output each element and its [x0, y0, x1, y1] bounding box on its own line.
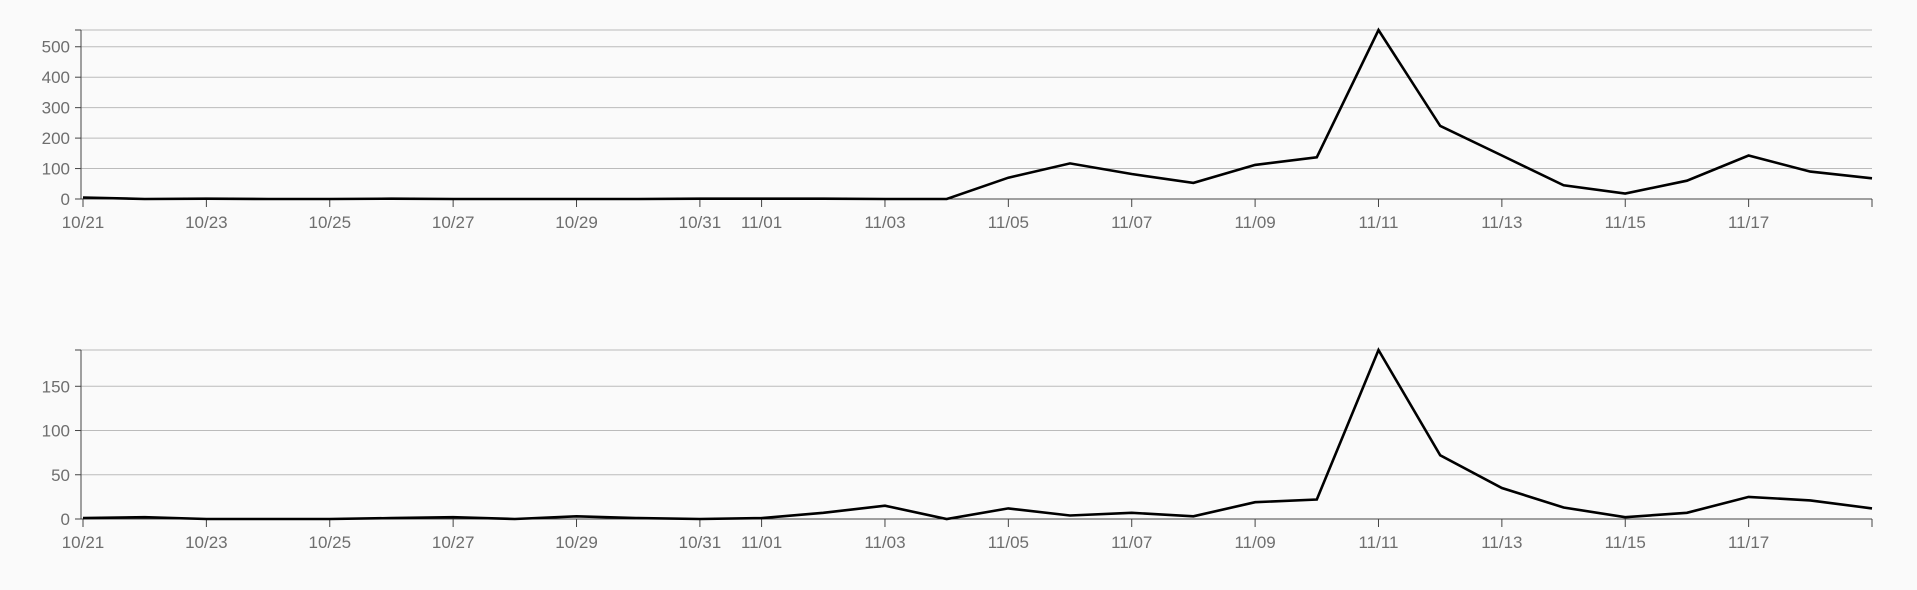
chart-2: 0 50 100 150 10/21 10/23 10/25 10/27 10/29 10/31 1…	[42, 347, 1873, 552]
x-tick-label: 10/27	[432, 533, 475, 552]
series-line	[82, 27, 1873, 201]
chart-1: 0 100 200 300 400 500 10/21 10/23 10/25 10/27 10/2…	[42, 27, 1873, 232]
x-tick-label: 11/09	[1234, 213, 1275, 232]
x-tick-label: 10/25	[308, 213, 351, 232]
y-tick-label: 200	[42, 129, 70, 148]
x-tick-label: 11/05	[988, 213, 1029, 232]
x-tick-label: 11/15	[1605, 213, 1646, 232]
series-line	[82, 347, 1873, 521]
x-tick-label: 11/17	[1728, 213, 1769, 232]
x-tick-label: 11/09	[1234, 533, 1275, 552]
y-tick-label: 0	[61, 510, 70, 529]
x-tick-label: 10/27	[432, 213, 475, 232]
y-tick-label: 500	[42, 38, 70, 57]
x-tick-label: 10/23	[185, 533, 228, 552]
x-tick-label: 10/29	[555, 533, 598, 552]
x-tick-label: 11/15	[1605, 533, 1646, 552]
y-tick-label: 400	[42, 68, 70, 87]
x-tick-label: 11/01	[741, 533, 782, 552]
x-tick-label: 10/21	[62, 533, 105, 552]
x-tick-label: 11/13	[1481, 213, 1522, 232]
y-tick-label: 150	[42, 377, 70, 396]
x-tick-label: 11/07	[1111, 533, 1152, 552]
x-tick-label: 10/25	[308, 533, 351, 552]
x-tick-label: 10/31	[679, 533, 722, 552]
x-tick-label: 11/03	[864, 213, 905, 232]
x-tick-label: 10/23	[185, 213, 228, 232]
x-tick-label: 11/11	[1358, 533, 1398, 552]
y-tick-label: 50	[51, 466, 70, 485]
y-tick-label: 0	[61, 190, 70, 209]
x-tick-label: 11/11	[1358, 213, 1398, 232]
x-tick-label: 10/21	[62, 213, 105, 232]
x-tick-label: 11/03	[864, 533, 905, 552]
x-tick-label: 10/29	[555, 213, 598, 232]
x-tick-label: 11/13	[1481, 533, 1522, 552]
x-tick-label: 11/05	[988, 533, 1029, 552]
x-tick-label: 11/01	[741, 213, 782, 232]
y-tick-label: 100	[42, 160, 70, 179]
x-tick-label: 11/07	[1111, 213, 1152, 232]
y-tick-label: 300	[42, 99, 70, 118]
x-tick-label: 11/17	[1728, 533, 1769, 552]
y-tick-label: 100	[42, 422, 70, 441]
x-tick-label: 10/31	[679, 213, 722, 232]
